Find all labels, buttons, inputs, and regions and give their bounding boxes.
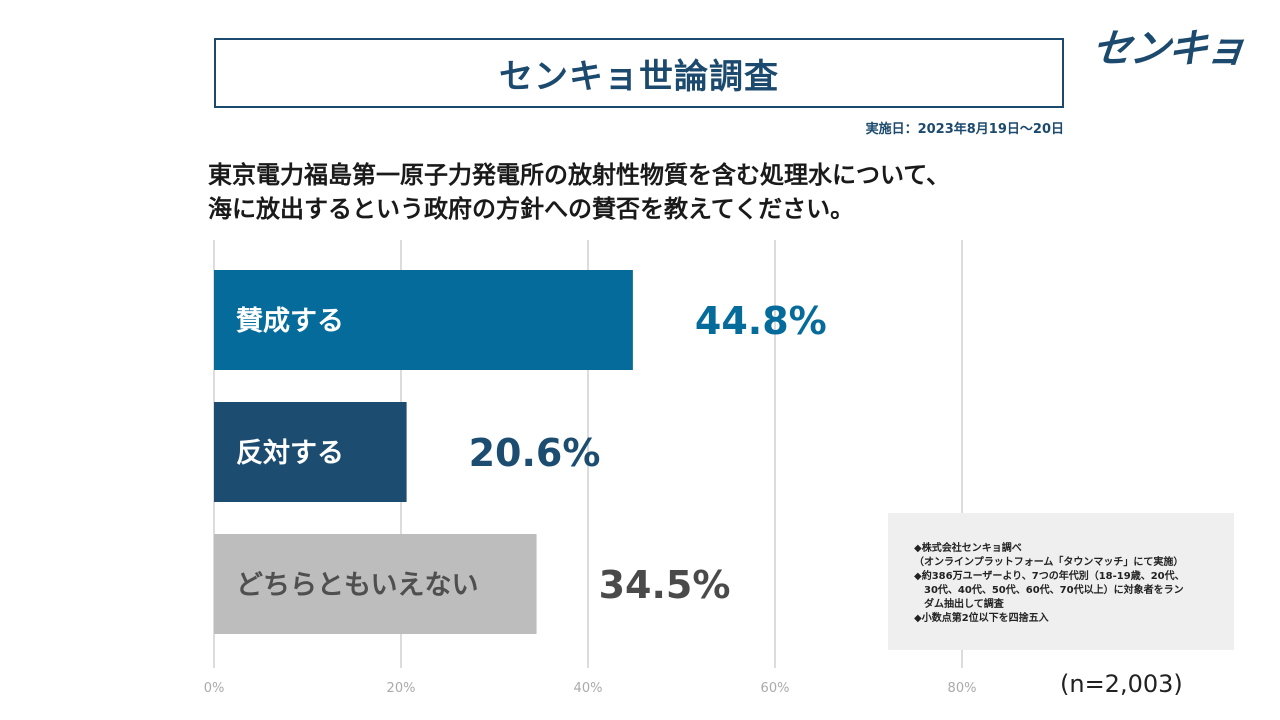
sample-size: (n=2,003)	[1060, 670, 1183, 698]
note-line: ◆株式会社センキョ調べ	[914, 543, 1022, 554]
bar	[214, 270, 633, 370]
question-line-2: 海に放出するという政府の方針への賛否を教えてください。	[208, 195, 855, 223]
bar-category-label: 賛成する	[236, 306, 344, 337]
bar-value-label: 44.8%	[695, 299, 827, 343]
note-line: （オンラインプラットフォーム「タウンマッチ」にて実施）	[914, 557, 1184, 568]
bar-category-label: 反対する	[236, 438, 344, 469]
x-tick-label: 0%	[204, 681, 225, 696]
question-line-1: 東京電力福島第一原子力発電所の放射性物質を含む処理水について、	[208, 161, 951, 189]
note-line: ◆小数点第2位以下を四捨五入	[914, 613, 1049, 624]
x-tick-label: 20%	[387, 681, 416, 696]
page-title: センキョ世論調査	[214, 38, 1064, 108]
note-line: ダム抽出して調査	[914, 599, 1004, 610]
x-tick-label: 80%	[948, 681, 977, 696]
bar	[214, 534, 537, 634]
x-tick-label: 60%	[761, 681, 790, 696]
note-line: ◆約386万ユーザーより、7つの年代別（18-19歳、20代、	[914, 571, 1185, 582]
bar-value-label: 34.5%	[599, 563, 731, 607]
x-tick-label: 40%	[574, 681, 603, 696]
bar-value-label: 20.6%	[469, 431, 601, 475]
note-line: 30代、40代、50代、60代、70代以上）に対象者をラン	[914, 585, 1184, 596]
survey-notes: ◆株式会社センキョ調べ （オンラインプラットフォーム「タウンマッチ」にて実施） …	[888, 513, 1234, 650]
bar	[214, 402, 407, 502]
page-title-text: センキョ世論調査	[499, 56, 779, 97]
survey-date: 実施日：2023年8月19日～20日	[865, 122, 1064, 137]
bar-category-label: どちらともいえない	[236, 570, 478, 601]
survey-question: 東京電力福島第一原子力発電所の放射性物質を含む処理水について、 海に放出するとい…	[208, 158, 1108, 226]
